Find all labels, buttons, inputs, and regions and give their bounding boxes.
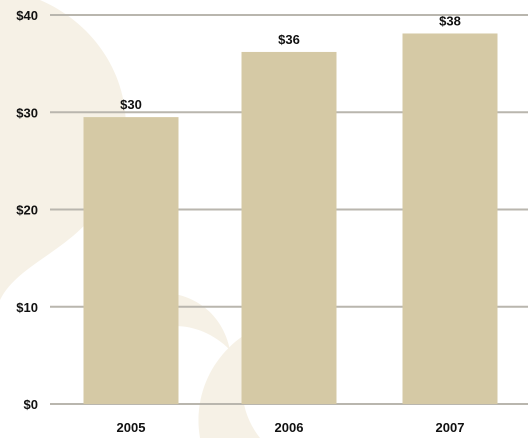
y-tick-label: $30: [16, 105, 38, 120]
y-tick-label: $10: [16, 300, 38, 315]
x-axis-ticks: 2005 2006 2007: [117, 420, 465, 435]
x-tick-label: 2007: [436, 420, 465, 435]
y-axis-ticks: $0 $10 $20 $30 $40: [16, 8, 38, 412]
bar-2007: [402, 33, 498, 404]
data-label: $38: [439, 13, 461, 28]
data-labels: $30 $36 $38: [120, 13, 461, 112]
bar-2005: [83, 117, 179, 405]
x-tick-label: 2005: [117, 420, 146, 435]
bars: [83, 33, 498, 405]
data-label: $36: [278, 32, 300, 47]
bar-2006: [241, 51, 337, 405]
y-tick-label: $20: [16, 203, 38, 218]
x-tick-label: 2006: [275, 420, 304, 435]
y-tick-label: $40: [16, 8, 38, 23]
data-label: $30: [120, 97, 142, 112]
watermark-swirl-left: [0, 0, 126, 300]
y-tick-label: $0: [24, 397, 38, 412]
watermark-swirl-bottom: [198, 320, 280, 438]
